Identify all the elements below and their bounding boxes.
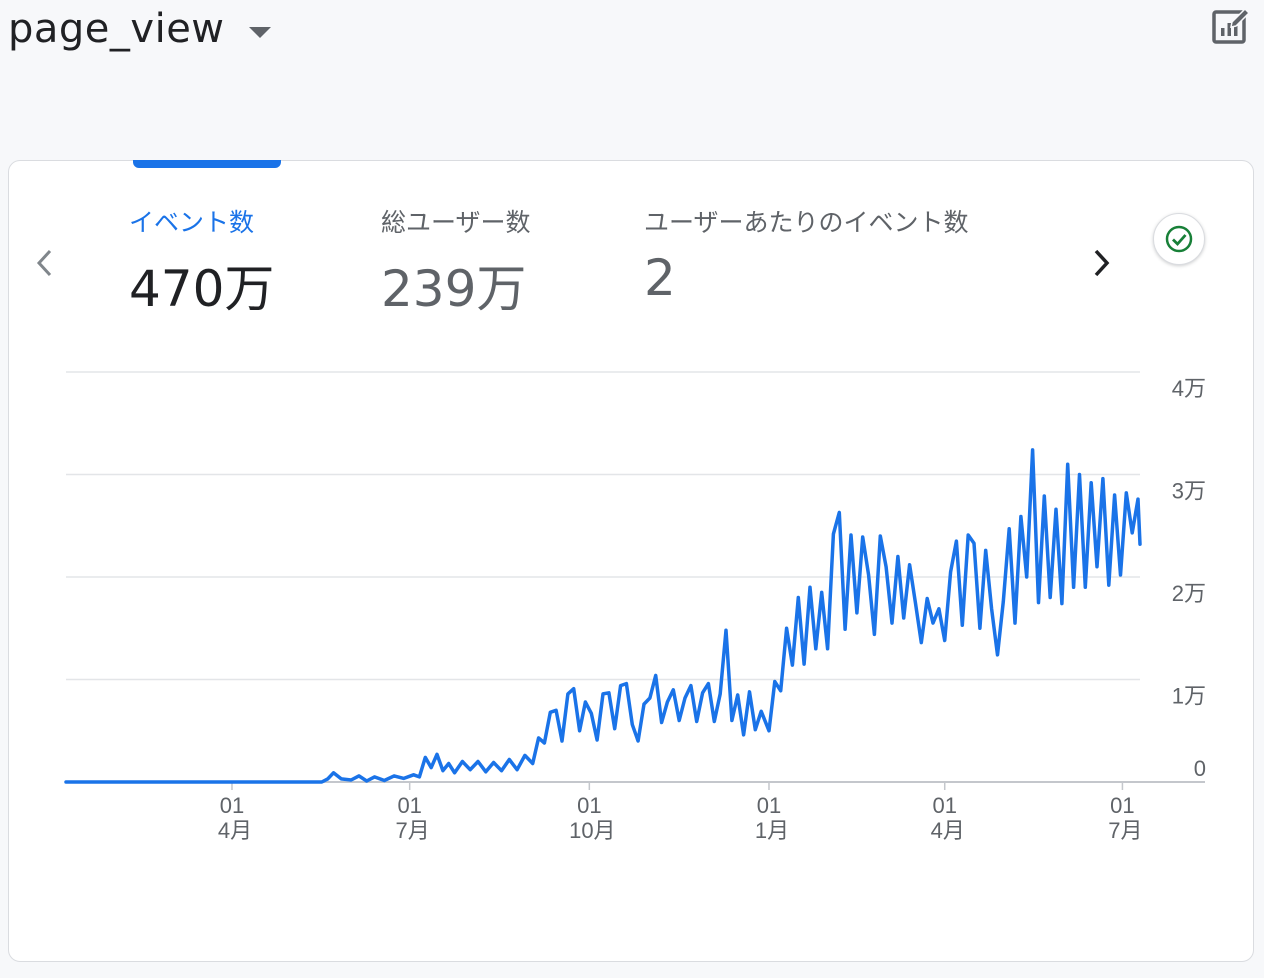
edit-chart-icon[interactable] bbox=[1210, 4, 1252, 46]
x-tick-month: 4月 bbox=[218, 818, 252, 843]
metric-label: イベント数 bbox=[129, 208, 255, 237]
check-circle-icon bbox=[1165, 225, 1193, 253]
metric-tab-events-per-user[interactable]: ユーザーあたりのイベント数 2 bbox=[644, 203, 969, 307]
page-title: page_view bbox=[8, 6, 225, 52]
x-tick-day: 01 bbox=[1110, 793, 1134, 818]
y-axis-labels: 0 1万 2万 3万 4万 bbox=[1172, 376, 1206, 781]
x-tick-month: 10月 bbox=[569, 818, 615, 843]
chevron-left-icon[interactable] bbox=[31, 245, 57, 281]
y-tick-label: 3万 bbox=[1172, 479, 1206, 504]
y-tick-label: 4万 bbox=[1172, 376, 1206, 401]
metric-tab-total-users[interactable]: 総ユーザー数 239万 bbox=[381, 203, 531, 321]
series-layer bbox=[64, 448, 1142, 784]
metric-tab-event-count[interactable]: イベント数 470万 bbox=[129, 203, 274, 321]
y-tick-label: 0 bbox=[1194, 756, 1206, 781]
y-tick-label: 1万 bbox=[1172, 684, 1206, 709]
metric-value: 239万 bbox=[381, 260, 527, 318]
x-tick-day: 01 bbox=[932, 793, 956, 818]
metric-value: 2 bbox=[644, 249, 676, 307]
metric-label: ユーザーあたりのイベント数 bbox=[644, 208, 969, 237]
active-tab-indicator bbox=[133, 160, 281, 168]
series-line bbox=[64, 448, 1142, 784]
page-title-row: page_view bbox=[8, 6, 271, 52]
x-tick-day: 01 bbox=[220, 793, 244, 818]
x-tick-day: 01 bbox=[397, 793, 421, 818]
chevron-down-icon[interactable] bbox=[248, 26, 271, 38]
check-badge[interactable] bbox=[1153, 213, 1205, 265]
metric-label: 総ユーザー数 bbox=[381, 208, 531, 237]
x-tick-month: 1月 bbox=[755, 818, 789, 843]
x-tick-month: 7月 bbox=[1108, 818, 1142, 843]
x-tick-month: 4月 bbox=[931, 818, 965, 843]
x-tick-day: 01 bbox=[577, 793, 601, 818]
metric-value: 470万 bbox=[129, 260, 275, 318]
x-tick-month: 7月 bbox=[396, 818, 430, 843]
x-tick-day: 01 bbox=[757, 793, 781, 818]
chevron-right-icon[interactable] bbox=[1089, 245, 1115, 281]
grid-lines bbox=[66, 371, 1205, 783]
y-tick-label: 2万 bbox=[1172, 581, 1206, 606]
